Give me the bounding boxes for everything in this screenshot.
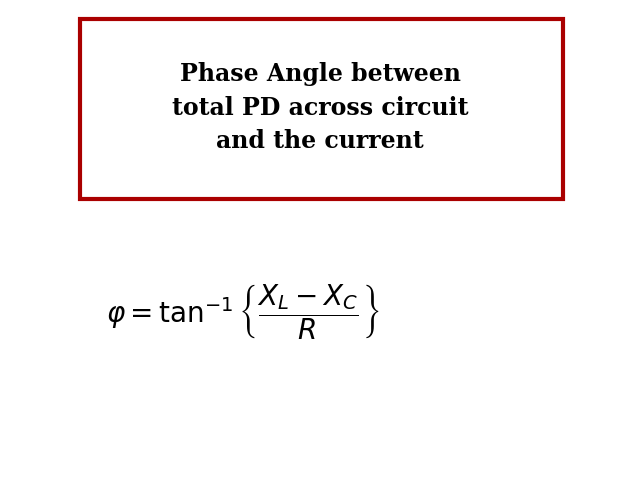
Bar [80,19,563,199]
Text: Phase Angle between
total PD across circuit
and the current: Phase Angle between total PD across circ… [172,62,468,154]
Text: $\varphi = \tan^{-1}\left\{\dfrac{X_L - X_C}{R}\right\}$: $\varphi = \tan^{-1}\left\{\dfrac{X_L - … [106,282,380,342]
